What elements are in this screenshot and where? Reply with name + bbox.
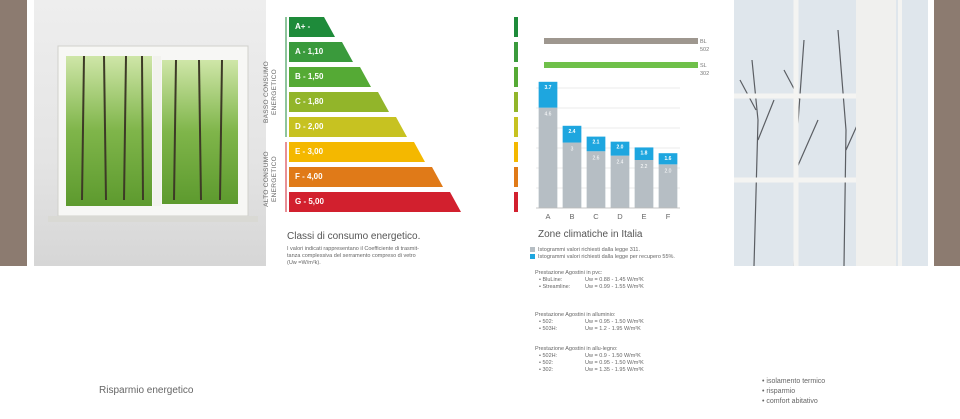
perf-row: • 502: Uw = 0.95 - 1.50 W/m²K: [539, 319, 644, 325]
bar-55-label: 3.7: [545, 85, 552, 91]
chart-title: Zone climatiche in Italia: [538, 229, 643, 240]
x-tick-label: A: [545, 212, 550, 221]
bar-311-label: 2.4: [617, 160, 624, 166]
bar-311-label: 4.6: [545, 112, 552, 118]
reference-bar: [544, 38, 698, 44]
performance-aluminium: Prestazione Agostini in alluminio: • 502…: [535, 312, 644, 332]
low-consumption-label: BASSO CONSUMO ENERGETICO: [263, 60, 278, 124]
performance-alu-wood: Prestazione Agostini in allu-legno: • 50…: [535, 346, 644, 373]
bar-311-A: [538, 107, 558, 208]
bar-55-B: [562, 125, 582, 143]
right-accent-bar: [934, 0, 960, 266]
x-tick-label: C: [593, 212, 599, 221]
bar-311-F: [658, 164, 678, 208]
performance-pvc: Prestazione Agostini in pvc: • BluLine: U…: [535, 270, 644, 290]
bar-55-C: [586, 136, 606, 152]
bar-55-D: [610, 141, 630, 156]
bar-55-label: 2.1: [593, 140, 600, 146]
bullet-item: • isolamento termico: [762, 378, 826, 385]
bar-55-F: [658, 153, 678, 165]
energy-bracket: [285, 17, 287, 212]
perf-row: • 502: Uw = 0.95 - 1.50 W/m²K: [539, 360, 644, 366]
footer-bullets: • isolamento termico • risparmio • comfo…: [762, 377, 825, 407]
x-tick-label: E: [641, 212, 646, 221]
bar-311-label: 2.0: [665, 168, 672, 174]
bullet-item: • risparmio: [762, 388, 796, 395]
bar-311-B: [562, 142, 582, 208]
x-tick-label: B: [569, 212, 574, 221]
reference-bar: [544, 62, 698, 68]
color-strip: [514, 17, 518, 212]
energy-description: I valori indicati rappresentano il Coeff…: [287, 246, 419, 266]
bar-55-label: 2.4: [569, 129, 576, 135]
bar-311-label: 2.2: [641, 164, 648, 170]
window-forest-photo: [34, 0, 266, 266]
bar-55-label: 2.0: [617, 145, 624, 151]
bar-55-A: [538, 81, 558, 108]
energy-title: Classi di consumo energetico.: [287, 231, 421, 242]
bar-311-C: [586, 151, 606, 208]
bar-311-label: 3: [571, 147, 574, 153]
left-accent-bar: [0, 0, 27, 266]
perf-row: • BluLine: Uw = 0.88 - 1.45 W/m²K: [539, 277, 644, 283]
window-snow-photo: [734, 0, 928, 266]
high-consumption-label: ALTO CONSUMO ENERGETICO: [263, 151, 278, 207]
bar-55-E: [634, 147, 654, 160]
reference-code: 502: [700, 47, 709, 53]
bar-311-label: 2.6: [593, 155, 600, 161]
reference-label: BL: [700, 39, 707, 45]
bar-55-label: 1.8: [641, 150, 648, 156]
reference-label: SL: [700, 63, 707, 69]
reference-code: 302: [700, 71, 709, 77]
legend-item-311: Istogrammi valori richiesti dalla legge …: [530, 247, 675, 254]
bar-55-label: 1.6: [665, 156, 672, 162]
chart-legend: Istogrammi valori richiesti dalla legge …: [530, 247, 675, 261]
bar-311-E: [634, 160, 654, 208]
perf-row: • Streamline: Uw = 0.99 - 1.55 W/m²K: [539, 284, 644, 290]
footer-title: Risparmio energetico: [99, 385, 194, 396]
bullet-item: • comfort abitativo: [762, 398, 818, 405]
x-tick-label: F: [666, 212, 671, 221]
perf-row: • 302: Uw = 1.35 - 1.95 W/m²K: [539, 367, 644, 373]
climate-zones-chart: BL 502 SL 302 3.7 4.6 A 2.4 3 B 2.1 2.6 C 2.0 2.4 D 1.8 2…: [536, 38, 709, 221]
x-tick-label: D: [617, 212, 623, 221]
perf-row: • 503H: Uw = 1.2 - 1.95 W/m²K: [539, 326, 641, 332]
legend-item-55: Istogrammi valori richiesti dalla legge …: [530, 254, 675, 261]
perf-row: • 502H: Uw = 0.9 - 1.50 W/m²K: [539, 353, 641, 359]
energy-class-pyramid: A+ - A - 1,10 B - 1,50 C - 1,80 D - 2,00…: [289, 17, 464, 217]
bar-311-D: [610, 155, 630, 208]
